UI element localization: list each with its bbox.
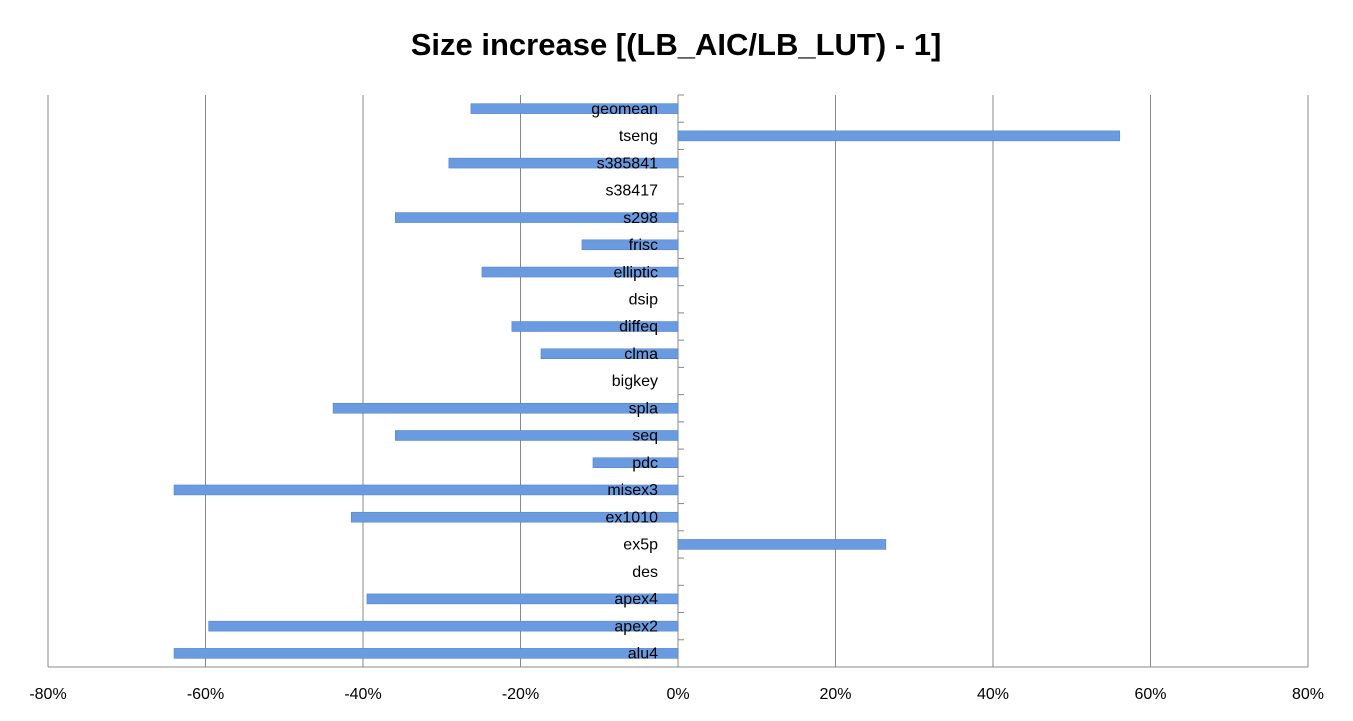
y-tick-label: s385841 [597, 155, 658, 172]
y-tick-label: des [632, 564, 658, 581]
bar [332, 402, 679, 414]
x-tick-label: 0% [666, 686, 689, 703]
x-tick-label: 20% [819, 686, 851, 703]
bar [592, 457, 679, 468]
y-tick-label: diffeq [619, 319, 658, 336]
y-tick-label: clma [624, 346, 658, 363]
x-tick-label: -80% [29, 686, 66, 703]
x-tick-label: 40% [977, 686, 1009, 703]
chart-title: Size increase [(LB_AIC/LB_LUT) - 1] [411, 27, 942, 62]
y-tick-label: apex2 [614, 618, 658, 635]
y-tick-label: elliptic [614, 264, 658, 281]
bar [208, 620, 679, 632]
bar [677, 539, 887, 550]
bar [481, 266, 679, 278]
y-tick-label: ex5p [623, 537, 658, 554]
bar [173, 484, 679, 496]
bar [350, 511, 679, 523]
x-tick-label: 80% [1292, 686, 1324, 703]
x-tick-label: 60% [1134, 686, 1166, 703]
y-tick-label: apex4 [614, 591, 658, 608]
bar [470, 103, 679, 114]
y-tick-label: geomean [591, 101, 658, 118]
y-tick-label: ex1010 [606, 509, 659, 526]
bar [511, 321, 679, 332]
bar [395, 430, 679, 441]
y-tick-label: frisc [629, 237, 658, 254]
bar [173, 648, 679, 659]
y-tick-label: alu4 [628, 646, 658, 663]
bar [677, 130, 1121, 142]
x-tick-label: -20% [502, 686, 539, 703]
bar [395, 212, 679, 223]
y-tick-label: bigkey [612, 373, 658, 390]
x-tick-label: -60% [187, 686, 224, 703]
bar [366, 593, 679, 605]
y-tick-label: tseng [619, 128, 658, 145]
y-tick-label: seq [632, 428, 658, 445]
bar [581, 239, 679, 251]
y-tick-label: s298 [623, 210, 658, 227]
y-tick-label: spla [629, 400, 658, 417]
bar [540, 348, 679, 360]
y-tick-label: pdc [632, 455, 658, 472]
y-tick-label: misex3 [607, 482, 658, 499]
x-tick-label: -40% [344, 686, 381, 703]
y-tick-label: dsip [629, 292, 658, 309]
y-tick-label: s38417 [606, 183, 659, 200]
bar [448, 157, 679, 169]
